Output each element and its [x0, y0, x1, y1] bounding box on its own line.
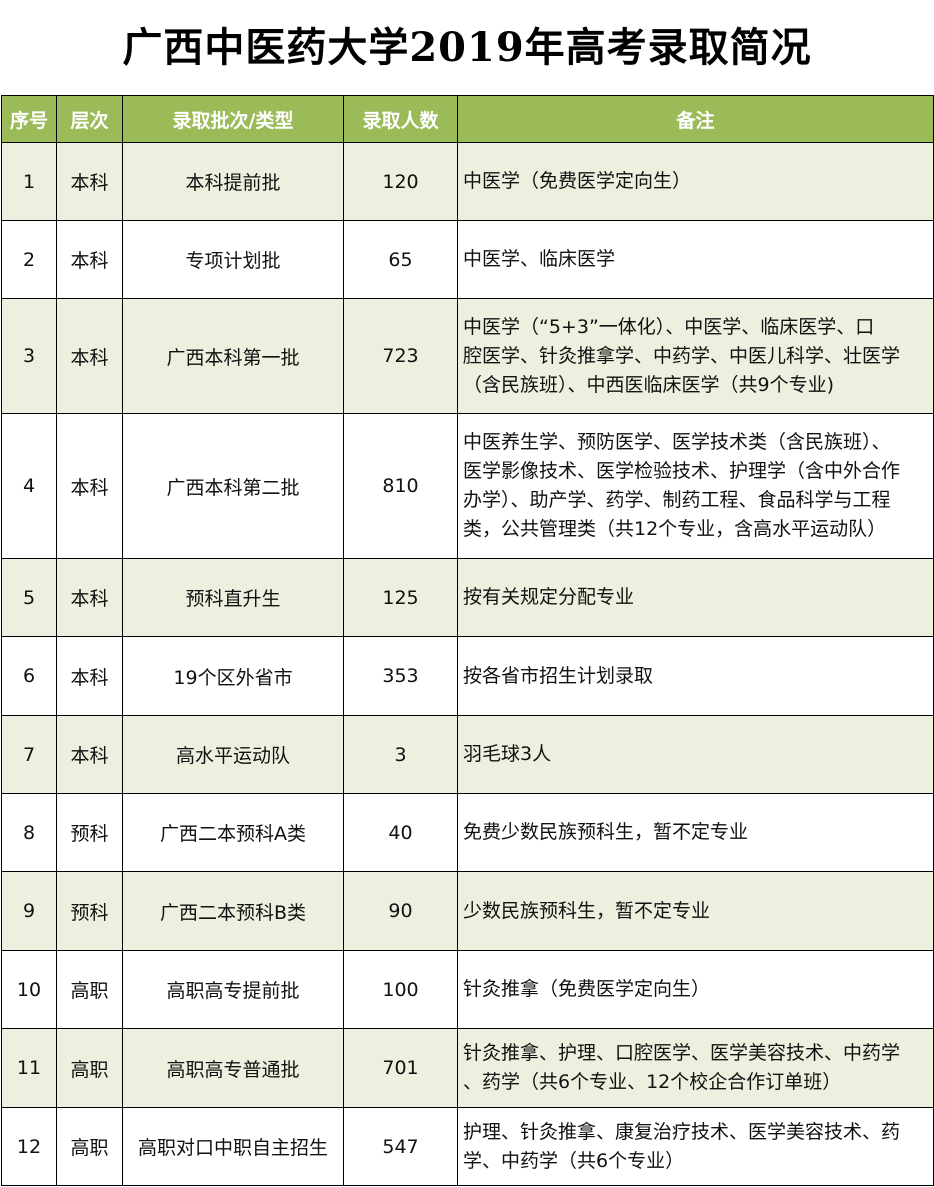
- cell-count: 547: [343, 1107, 458, 1186]
- cell-no: 8: [1, 793, 57, 872]
- cell-level: 高职: [56, 950, 123, 1029]
- cell-note: 中医学、临床医学: [457, 220, 934, 299]
- table-row: 1 本科 本科提前批 120 中医学（免费医学定向生）: [1, 142, 934, 221]
- cell-no: 9: [1, 871, 57, 951]
- cell-level: 预科: [56, 871, 123, 951]
- cell-count: 723: [343, 298, 458, 414]
- note-line: 护理、针灸推拿、康复治疗技术、医学美容技术、药: [463, 1120, 901, 1143]
- table-row: 4 本科 广西本科第二批 810 中医养生学、预防医学、医学技术类（含民族班）、 医学影像…: [1, 413, 934, 559]
- cell-level: 高职: [56, 1028, 123, 1108]
- cell-level: 本科: [56, 715, 123, 794]
- cell-note: 护理、针灸推拿、康复治疗技术、医学美容技术、药 学、中药学（共6个专业）: [457, 1107, 934, 1186]
- table-row: 3 本科 广西本科第一批 723 中医学（“5+3”一体化）、中医学、临床医学、口腔医学…: [1, 298, 934, 414]
- cell-note: 羽毛球3人: [457, 715, 934, 794]
- cell-count: 125: [343, 558, 458, 637]
- cell-no: 5: [1, 558, 57, 637]
- note-line: 中医养生学、预防医学、医学技术类（含民族班）、: [463, 431, 891, 453]
- table-row: 11 高职 高职高专普通批 701 针灸推拿、护理、口腔医学、医学美容技术、中药学 、药学…: [1, 1028, 934, 1108]
- note-line: 免费少数民族预科生，暂不定专业: [463, 821, 749, 843]
- cell-no: 4: [1, 413, 57, 559]
- note-line: 少数民族预科生，暂不定专业: [463, 899, 711, 922]
- cell-count: 353: [343, 636, 458, 716]
- cell-no: 6: [1, 636, 57, 716]
- cell-note: 针灸推拿、护理、口腔医学、医学美容技术、中药学 、药学（共6个专业、12个校企合作…: [457, 1028, 934, 1108]
- cell-no: 10: [1, 950, 57, 1029]
- table-row: 5 本科 预科直升生 125 按有关规定分配专业: [1, 558, 934, 637]
- cell-no: 7: [1, 715, 57, 794]
- cell-note: 免费少数民族预科生，暂不定专业: [457, 793, 934, 872]
- table-row: 6 本科 19个区外省市 353 按各省市招生计划录取: [1, 636, 934, 716]
- cell-batch: 广西本科第一批: [122, 298, 344, 414]
- cell-note: 少数民族预科生，暂不定专业: [457, 871, 934, 951]
- note-line: 中医学、临床医学: [463, 248, 616, 270]
- cell-batch: 专项计划批: [122, 220, 344, 299]
- cell-batch: 广西二本预科B类: [122, 871, 344, 951]
- admission-table: 序号 层次 录取批次/类型 录取人数 备注 1 本科 本科提前批 120 中医学（免费医学定向生…: [1, 95, 934, 1186]
- cell-no: 2: [1, 220, 57, 299]
- note-line: 学、中药学（共6个专业）: [463, 1149, 685, 1172]
- cell-level: 本科: [56, 558, 123, 637]
- cell-batch: 高职高专普通批: [122, 1028, 344, 1108]
- table-header: 序号 层次 录取批次/类型 录取人数 备注: [1, 95, 934, 143]
- cell-batch: 高职高专提前批: [122, 950, 344, 1029]
- note-line: 医学影像技术、医学检验技术、护理学（含中外合作: [463, 460, 901, 482]
- header-count: 录取人数: [343, 95, 458, 143]
- header-no: 序号: [1, 95, 57, 143]
- cell-count: 3: [343, 715, 458, 794]
- header-note: 备注: [457, 95, 934, 143]
- cell-level: 本科: [56, 142, 123, 221]
- table-row: 12 高职 高职对口中职自主招生 547 护理、针灸推拿、康复治疗技术、医学美容技术、药…: [1, 1107, 934, 1186]
- cell-count: 90: [343, 871, 458, 951]
- note-line: 针灸推拿（免费医学定向生）: [463, 978, 711, 1000]
- table-row: 9 预科 广西二本预科B类 90 少数民族预科生，暂不定专业: [1, 871, 934, 951]
- note-line: 按有关规定分配专业: [463, 586, 635, 608]
- cell-note: 中医养生学、预防医学、医学技术类（含民族班）、 医学影像技术、医学检验技术、护理学…: [457, 413, 934, 559]
- cell-note: 按有关规定分配专业: [457, 558, 934, 637]
- note-line: 腔医学、针灸推拿学、中药学、中医儿科学、壮医学: [463, 344, 901, 367]
- cell-no: 12: [1, 1107, 57, 1186]
- cell-note: 按各省市招生计划录取: [457, 636, 934, 716]
- cell-count: 810: [343, 413, 458, 559]
- cell-note: 针灸推拿（免费医学定向生）: [457, 950, 934, 1029]
- note-line: 针灸推拿、护理、口腔医学、医学美容技术、中药学: [463, 1042, 901, 1064]
- cell-batch: 高水平运动队: [122, 715, 344, 794]
- note-line: 办学）、助产学、药学、制药工程、食品科学与工程: [463, 489, 891, 511]
- cell-batch: 本科提前批: [122, 142, 344, 221]
- cell-level: 高职: [56, 1107, 123, 1186]
- cell-count: 120: [343, 142, 458, 221]
- cell-batch: 广西本科第二批: [122, 413, 344, 559]
- cell-level: 本科: [56, 220, 123, 299]
- table-row: 10 高职 高职高专提前批 100 针灸推拿（免费医学定向生）: [1, 950, 934, 1029]
- cell-level: 本科: [56, 298, 123, 414]
- cell-level: 预科: [56, 793, 123, 872]
- cell-no: 3: [1, 298, 57, 414]
- note-line: 羽毛球3人: [463, 743, 552, 765]
- page-title: 广西中医药大学2019年高考录取简况: [122, 24, 812, 71]
- note-line: 中医学（免费医学定向生）: [463, 170, 692, 192]
- note-line: 类，公共管理类（共12个专业，含高水平运动队）: [463, 518, 887, 540]
- cell-batch: 广西二本预科A类: [122, 793, 344, 872]
- cell-count: 40: [343, 793, 458, 872]
- cell-batch: 19个区外省市: [122, 636, 344, 716]
- table-row: 8 预科 广西二本预科A类 40 免费少数民族预科生，暂不定专业: [1, 793, 934, 872]
- table-row: 7 本科 高水平运动队 3 羽毛球3人: [1, 715, 934, 794]
- cell-note: 中医学（“5+3”一体化）、中医学、临床医学、口腔医学、针灸推拿学、中药学、中医…: [457, 298, 934, 414]
- note-line: （含民族班）、中西医临床医学（共9个专业): [463, 373, 835, 396]
- cell-batch: 高职对口中职自主招生: [122, 1107, 344, 1186]
- cell-note: 中医学（免费医学定向生）: [457, 142, 934, 221]
- note-line: 、药学（共6个专业、12个校企合作订单班）: [463, 1071, 842, 1093]
- header-batch: 录取批次/类型: [122, 95, 344, 143]
- note-line: 中医学（“5+3”一体化）、中医学、临床医学、口: [463, 315, 875, 338]
- note-line: 按各省市招生计划录取: [463, 664, 654, 687]
- cell-level: 本科: [56, 636, 123, 716]
- cell-count: 100: [343, 950, 458, 1029]
- cell-batch: 预科直升生: [122, 558, 344, 637]
- cell-no: 1: [1, 142, 57, 221]
- cell-count: 701: [343, 1028, 458, 1108]
- header-level: 层次: [56, 95, 123, 143]
- cell-level: 本科: [56, 413, 123, 559]
- cell-count: 65: [343, 220, 458, 299]
- cell-no: 11: [1, 1028, 57, 1108]
- table-row: 2 本科 专项计划批 65 中医学、临床医学: [1, 220, 934, 299]
